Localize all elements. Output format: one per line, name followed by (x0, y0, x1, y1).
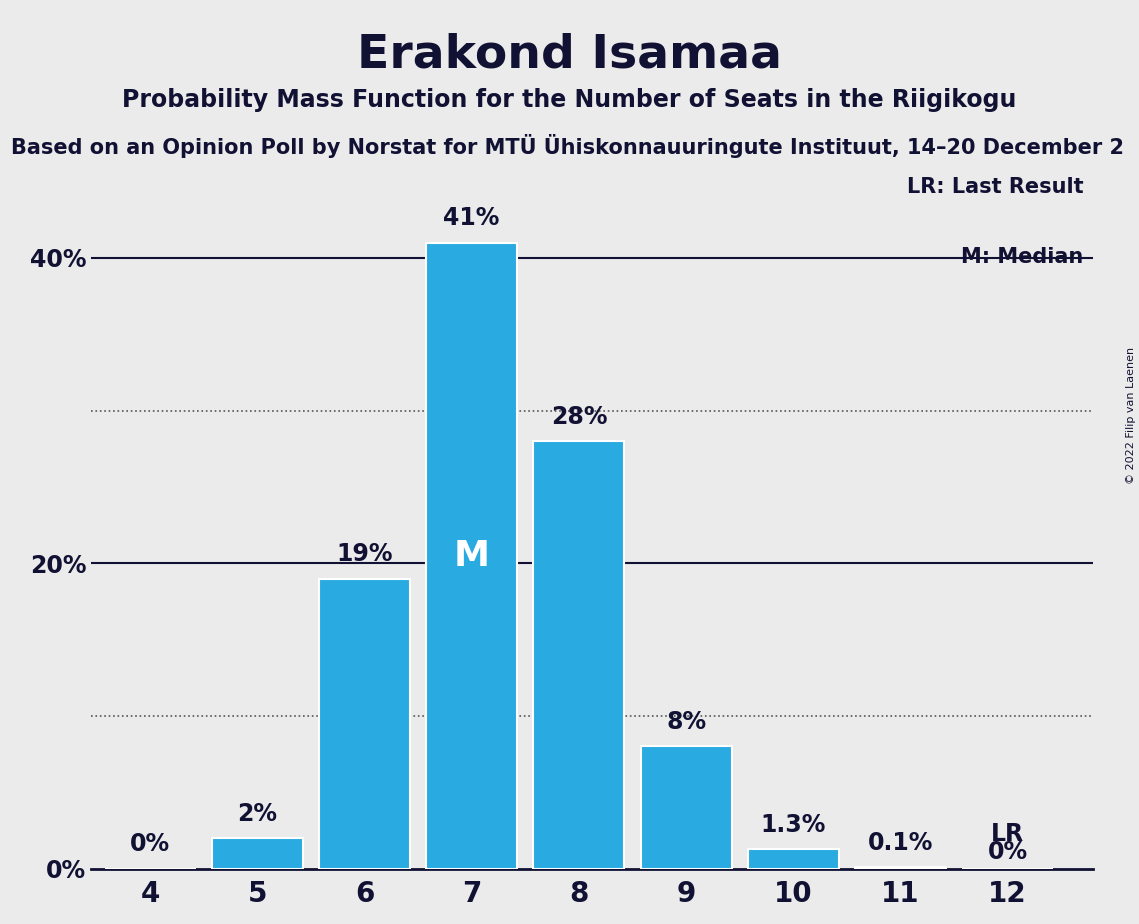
Text: 2%: 2% (237, 802, 277, 826)
Text: Erakond Isamaa: Erakond Isamaa (357, 32, 782, 78)
Text: M: Median: M: Median (961, 247, 1083, 267)
Text: LR: Last Result: LR: Last Result (907, 176, 1083, 197)
Bar (640, 747, 731, 869)
Text: 19%: 19% (336, 542, 393, 566)
Text: 0%: 0% (130, 833, 170, 857)
Text: M: M (453, 539, 490, 573)
Bar (747, 849, 838, 869)
Text: LR: LR (991, 821, 1024, 845)
Text: 8%: 8% (666, 711, 706, 735)
Text: 0%: 0% (988, 840, 1027, 864)
Text: 1.3%: 1.3% (761, 812, 826, 836)
Text: Based on an Opinion Poll by Norstat for MTÜ Ühiskonnauuringute Instituut, 14–20 : Based on an Opinion Poll by Norstat for … (11, 134, 1124, 158)
Text: 41%: 41% (443, 206, 500, 230)
Bar (533, 441, 624, 869)
Text: 28%: 28% (550, 405, 607, 429)
Bar (319, 578, 410, 869)
Text: Probability Mass Function for the Number of Seats in the Riigikogu: Probability Mass Function for the Number… (122, 88, 1017, 112)
Bar (426, 243, 517, 869)
Text: © 2022 Filip van Laenen: © 2022 Filip van Laenen (1126, 347, 1136, 484)
Bar (855, 867, 947, 869)
Text: 0.1%: 0.1% (868, 831, 933, 855)
Bar (212, 838, 303, 869)
